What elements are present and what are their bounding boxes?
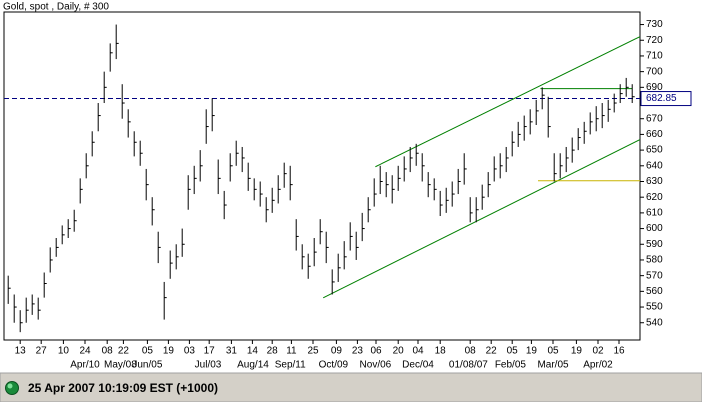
- x-tick-label: 23: [352, 346, 364, 357]
- plot-frame: [3, 11, 641, 341]
- y-tick-label: 630: [646, 176, 663, 187]
- y-tick-label: 690: [646, 82, 663, 93]
- x-tick-label: 05: [507, 346, 519, 357]
- trend-line: [375, 36, 641, 168]
- y-tick-label: 670: [646, 113, 663, 124]
- y-tick-label: 550: [646, 302, 663, 313]
- x-tick-label: 27: [36, 346, 48, 357]
- x-tick-label: 11: [286, 346, 297, 357]
- x-tick-label: 18: [435, 346, 447, 357]
- x-tick-label: 14: [247, 346, 259, 357]
- x-major-label: Aug/14: [237, 360, 269, 371]
- chart-background: [0, 0, 702, 372]
- x-tick-label: 05: [142, 346, 154, 357]
- y-tick-label: 600: [646, 223, 663, 234]
- y-tick-label: 640: [646, 160, 663, 171]
- x-major-label: Feb/05: [495, 360, 527, 371]
- y-tick-label: 730: [646, 19, 663, 30]
- x-major-label: Jun/05: [132, 360, 162, 371]
- y-tick-label: 540: [646, 317, 663, 328]
- x-major-label: 01/08/07: [449, 360, 488, 371]
- last-price-label: 682.85: [646, 93, 677, 104]
- x-tick-label: 24: [79, 346, 91, 357]
- x-tick-label: 22: [118, 346, 130, 357]
- x-tick-label: 22: [486, 346, 498, 357]
- y-tick-label: 660: [646, 129, 663, 140]
- y-tick-label: 720: [646, 35, 663, 46]
- x-tick-label: 19: [163, 346, 175, 357]
- chart-title: Gold, spot , Daily, # 300: [3, 2, 109, 13]
- x-major-label: Apr/02: [583, 360, 613, 371]
- y-tick-label: 560: [646, 286, 663, 297]
- x-major-label: Sep/11: [275, 360, 306, 371]
- trend-line: [322, 139, 641, 299]
- y-tick-label: 590: [646, 239, 663, 250]
- x-major-label: Jul/03: [195, 360, 222, 371]
- y-tick-label: 580: [646, 255, 663, 266]
- x-major-label: Apr/10: [70, 360, 100, 371]
- x-tick-label: 09: [331, 346, 343, 357]
- x-tick-label: 06: [370, 346, 382, 357]
- y-tick-label: 710: [646, 51, 663, 62]
- x-tick-label: 31: [226, 346, 238, 357]
- y-tick-label: 650: [646, 145, 663, 156]
- x-tick-label: 28: [267, 346, 279, 357]
- x-tick-label: 05: [547, 346, 559, 357]
- x-tick-label: 03: [184, 346, 196, 357]
- x-major-label: Oct/09: [319, 360, 349, 371]
- status-text: 25 Apr 2007 10:19:09 EST (+1000): [28, 381, 218, 395]
- y-tick-label: 620: [646, 192, 663, 203]
- x-tick-label: 19: [526, 346, 538, 357]
- y-tick-label: 610: [646, 208, 663, 219]
- x-tick-label: 20: [393, 346, 405, 357]
- x-tick-label: 02: [592, 346, 604, 357]
- y-tick-label: 700: [646, 66, 663, 77]
- x-major-label: Mar/05: [537, 360, 569, 371]
- x-major-label: Nov/06: [360, 360, 392, 371]
- x-tick-label: 25: [307, 346, 319, 357]
- x-tick-label: 13: [15, 346, 27, 357]
- x-tick-label: 08: [102, 346, 114, 357]
- last-price-box: [640, 91, 692, 107]
- x-tick-label: 16: [613, 346, 625, 357]
- y-tick-label: 570: [646, 270, 663, 281]
- x-tick-label: 10: [58, 346, 70, 357]
- x-tick-label: 08: [465, 346, 477, 357]
- status-bar: [0, 372, 702, 402]
- x-major-label: May/08: [104, 360, 137, 371]
- x-major-label: Dec/04: [402, 360, 434, 371]
- x-tick-label: 17: [204, 346, 216, 357]
- status-icon: [5, 381, 19, 395]
- x-tick-label: 04: [412, 346, 424, 357]
- x-tick-label: 19: [571, 346, 583, 357]
- status-icon-highlight: [7, 383, 13, 389]
